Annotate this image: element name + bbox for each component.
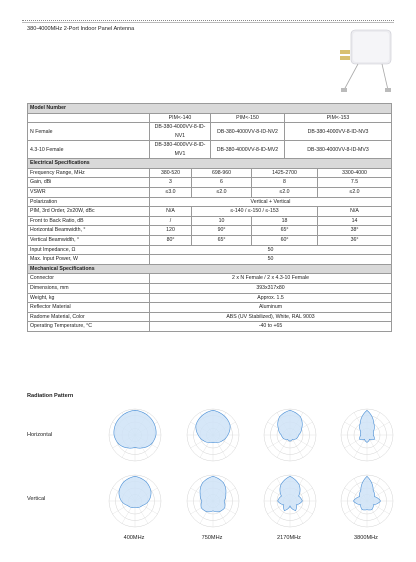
value-cell: ≤2.0 [191, 186, 252, 198]
row-label: Connector [27, 273, 150, 284]
row-label: Weight, kg [27, 292, 150, 304]
value-cell: Aluminum [148, 302, 393, 313]
value-cell: 698-960 [191, 167, 252, 179]
row-label: Input Impedance, Ω [27, 244, 150, 256]
value-cell: ABS (UV Stabilized), White, RAL 9003 [148, 311, 393, 323]
value-cell: ≤3.0 [149, 186, 192, 198]
value-cell: 8 [251, 177, 318, 188]
row-label: N Female [27, 122, 150, 142]
document-title: 380-4000MHz 2-Port Indoor Panel Antenna [27, 26, 135, 32]
value-cell: ≤-140 / ≤-150 / ≤-153 [191, 206, 318, 217]
spec-table: Model Number PIM<-140 PIM<-150 PIM<-153 … [26, 103, 393, 332]
value-cell: 38° [316, 225, 393, 236]
value-cell: 65° [191, 234, 252, 246]
row-label: Horizontal Beamwidth, ° [27, 225, 150, 236]
section-electrical: Electrical Specifications [26, 158, 393, 169]
row-label: VSWR [27, 186, 150, 198]
radiation-pattern-plot [108, 408, 162, 462]
value-cell: ≤2.0 [251, 186, 318, 198]
value-cell: 393x317x80 [148, 282, 393, 294]
value-cell: 3 [149, 177, 192, 188]
row-label: Front to Back Ratio, dB [27, 215, 150, 227]
row-label: 4.3-10 Female [27, 140, 150, 160]
value-cell: 50 [148, 244, 393, 256]
row-label: Operating Temperature, °C [27, 321, 150, 332]
model-cell: DB-380-4000VV-8-ID-NV3 [283, 122, 393, 142]
value-cell: Vertical + Vertical [148, 196, 393, 208]
value-cell: 65° [251, 225, 318, 236]
model-head-cell: PIM<-153 [283, 112, 393, 124]
freq-label: 750MHz [201, 535, 223, 541]
radiation-pattern-plot [263, 474, 317, 528]
value-cell: 18 [251, 215, 318, 227]
row-label: Vertical Beamwidth, ° [27, 234, 150, 246]
top-dotted-rule [22, 20, 394, 21]
antenna-product-image [340, 29, 392, 92]
value-cell: 90° [191, 225, 252, 236]
value-cell: 36° [316, 234, 393, 246]
value-cell: 6 [191, 177, 252, 188]
value-cell: 1425-2700 [251, 167, 318, 179]
value-cell: 2 x N Female / 2 x 4.3-10 Female [148, 273, 393, 284]
model-cell: DB-380-4000VV-8-ID-MV3 [283, 140, 393, 160]
radiation-pattern-plot [108, 474, 162, 528]
value-cell: 60° [251, 234, 318, 246]
row-label: Frequency Range, MHz [27, 167, 150, 179]
radiation-pattern-plot [186, 408, 240, 462]
value-cell: / [149, 215, 192, 227]
row-label: Radome Material, Color [27, 311, 150, 323]
model-cell: DB-380-4000VV-8-ID-MV1 [149, 140, 211, 160]
freq-label: 2170MHz [277, 535, 301, 541]
value-cell: 380-520 [149, 167, 192, 179]
model-head-cell: PIM<-150 [210, 112, 285, 124]
freq-label: 400MHz [123, 535, 145, 541]
value-cell: 50 [148, 254, 393, 265]
value-cell: ≤2.0 [316, 186, 393, 198]
model-cell: DB-380-4000VV-8-ID-NV1 [149, 122, 211, 142]
freq-label: 3800MHz [354, 535, 378, 541]
radiation-pattern-plot [263, 408, 317, 462]
value-cell: N/A [316, 206, 393, 217]
value-cell: Approx. 1.5 [148, 292, 393, 304]
radiation-pattern-plot [340, 408, 394, 462]
value-cell: N/A [149, 206, 192, 217]
horizontal-label: Horizontal [27, 432, 53, 438]
value-cell: 10 [191, 215, 252, 227]
section-mechanical: Mechanical Specifications [26, 263, 393, 275]
row-label: Polarization [27, 196, 150, 208]
model-cell: DB-380-4000VV-8-ID-MV2 [210, 140, 285, 160]
row-label: Max. Input Power, W [27, 254, 150, 265]
vertical-label: Vertical [27, 496, 46, 502]
value-cell: 120 [149, 225, 192, 236]
model-head-cell: PIM<-140 [149, 112, 211, 124]
value-cell: 3300-4000 [316, 167, 393, 179]
row-label: Reflector Material [27, 302, 150, 313]
radiation-pattern-title: Radiation Pattern [27, 393, 74, 399]
section-model-number: Model Number [26, 103, 393, 114]
radiation-pattern-plot [340, 474, 394, 528]
row-label: Dimensions, mm [27, 282, 150, 294]
row-label: Gain, dBi [27, 177, 150, 188]
value-cell: 7.5 [316, 177, 393, 188]
value-cell: -40 to +65 [148, 321, 393, 332]
radiation-pattern-plot [186, 474, 240, 528]
row-label: PIM, 3rd Order, 2x20W, dBc [27, 206, 150, 217]
value-cell: 14 [316, 215, 393, 227]
value-cell: 80° [149, 234, 192, 246]
top-rule [22, 22, 394, 23]
model-cell: DB-380-4000VV-8-ID-NV2 [210, 122, 285, 142]
